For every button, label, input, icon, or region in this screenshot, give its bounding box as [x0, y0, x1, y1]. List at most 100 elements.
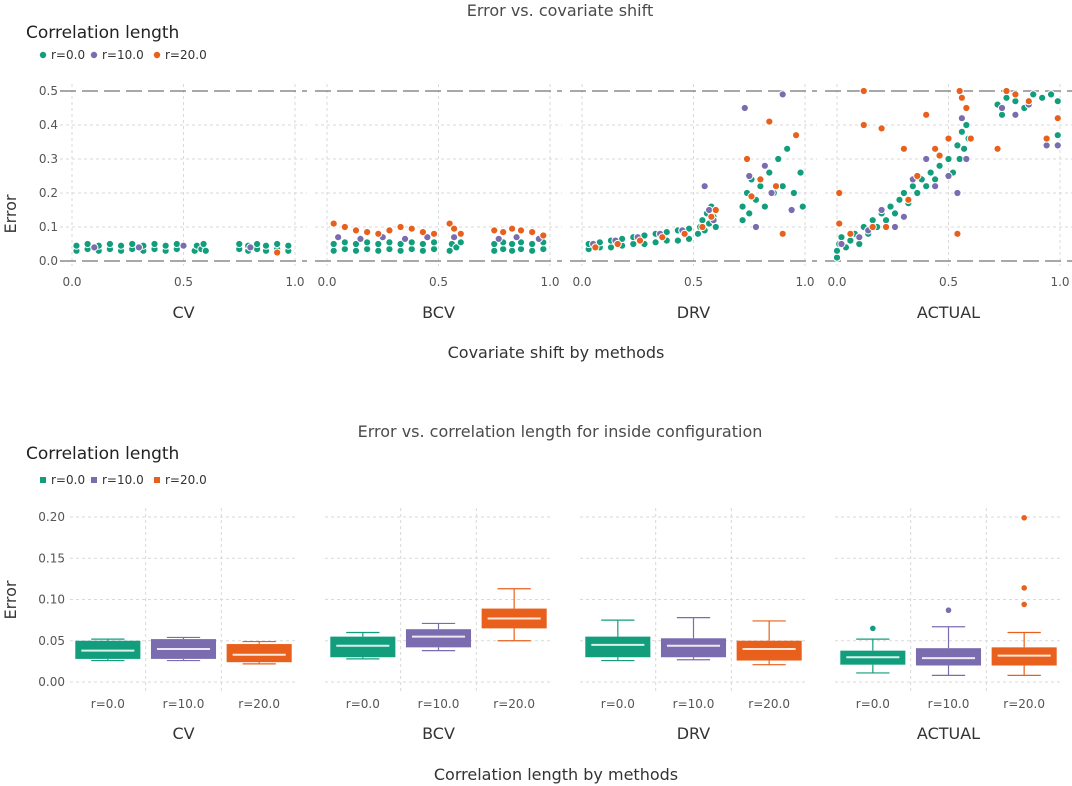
data-point [490, 246, 499, 255]
data-point [745, 171, 754, 181]
data-point [613, 239, 622, 249]
data-point [747, 192, 756, 201]
x-tick-label: r=0.0 [856, 697, 890, 711]
x-tick-label: r=20.0 [493, 697, 535, 711]
legend-marker [154, 477, 160, 483]
panel-cv: 0.0 0.5 1.0 CV [60, 84, 307, 322]
data-point [760, 161, 769, 170]
data-point [693, 229, 703, 238]
box-outlier [870, 625, 876, 632]
data-point [418, 246, 427, 255]
box-outlier [1021, 585, 1027, 591]
data-point [960, 144, 969, 153]
data-point [423, 233, 432, 242]
x-tick-label: 0.0 [572, 275, 591, 289]
data-point [329, 246, 338, 255]
data-point [363, 238, 372, 247]
data-point [507, 246, 517, 255]
data-point [774, 154, 783, 164]
legend-marker [91, 477, 97, 483]
data-point [450, 233, 459, 242]
data-point [962, 103, 971, 113]
data-point [868, 216, 877, 225]
data-point [72, 241, 81, 250]
data-point [778, 229, 787, 238]
x-tick-label: r=0.0 [91, 697, 125, 711]
panel-drv: 0.0 0.5 1.0 DRV [570, 84, 817, 322]
data-point [913, 188, 922, 198]
data-point [516, 226, 526, 235]
y-tick-label: 0.15 [38, 551, 65, 565]
data-point [899, 144, 909, 153]
data-point [944, 154, 953, 164]
data-point [1038, 93, 1047, 102]
data-point [944, 134, 953, 143]
data-point [890, 209, 900, 218]
x-tick-label: 0.0 [827, 275, 846, 289]
legend-title: Correlation length [26, 23, 179, 43]
y-tick-label: 0.0 [39, 254, 58, 268]
x-axis-title: Covariate shift by methods [448, 343, 665, 362]
data-point [997, 110, 1007, 119]
x-tick-label: r=10.0 [163, 697, 205, 711]
panel-bcv: 0.0 0.5 1.0 BCV [315, 84, 562, 322]
y-tick-label: 0.4 [39, 118, 58, 132]
box-outlier [1021, 515, 1027, 521]
data-point [1053, 114, 1062, 123]
data-point [1053, 97, 1062, 106]
data-point [798, 202, 807, 211]
y-axis-title: Error [1, 580, 20, 619]
x-tick-label: r=0.0 [346, 697, 380, 711]
data-point [445, 219, 454, 228]
data-point [913, 171, 922, 181]
box-outlier [945, 607, 952, 614]
data-point [756, 182, 765, 191]
data-point [1002, 86, 1011, 96]
x-tick-label: 0.0 [317, 275, 336, 289]
data-point [890, 222, 900, 232]
panel-label: BCV [422, 724, 455, 743]
data-point [499, 245, 508, 254]
data-point [835, 219, 844, 228]
data-point [1029, 90, 1038, 99]
data-point [407, 238, 416, 247]
data-point [450, 224, 459, 233]
data-point [955, 154, 964, 164]
data-point [751, 222, 761, 232]
y-tick-label: 0.3 [39, 152, 58, 166]
x-tick-label: 1.0 [540, 275, 559, 289]
data-point [407, 245, 416, 254]
data-point [789, 188, 798, 198]
x-tick-label: 0.5 [939, 275, 958, 289]
panel-label: ACTUAL [917, 303, 980, 322]
data-point [539, 245, 548, 254]
data-point [385, 245, 394, 254]
legend-marker [40, 477, 46, 483]
data-point [745, 209, 754, 218]
data-point [418, 239, 427, 249]
data-point [962, 120, 971, 130]
data-point [494, 234, 503, 243]
data-point [855, 239, 864, 249]
data-point [837, 239, 846, 249]
data-point [1011, 97, 1020, 106]
data-point [172, 239, 181, 249]
panel-label: DRV [677, 724, 711, 743]
legend-label: r=0.0 [51, 48, 85, 62]
data-point [340, 245, 349, 254]
data-point [957, 114, 966, 123]
data-point [507, 224, 517, 233]
data-point [778, 90, 787, 99]
x-tick-label: r=20.0 [1003, 697, 1045, 711]
data-point [539, 231, 548, 240]
data-point [83, 239, 92, 249]
box-outlier [1021, 601, 1027, 608]
data-point [1046, 90, 1056, 99]
legend-label: r=0.0 [51, 473, 85, 487]
data-point [418, 228, 427, 237]
data-point [684, 234, 694, 243]
data-point [252, 239, 262, 249]
data-point [363, 245, 372, 254]
data-point [705, 205, 714, 215]
x-tick-label: 1.0 [1050, 275, 1069, 289]
